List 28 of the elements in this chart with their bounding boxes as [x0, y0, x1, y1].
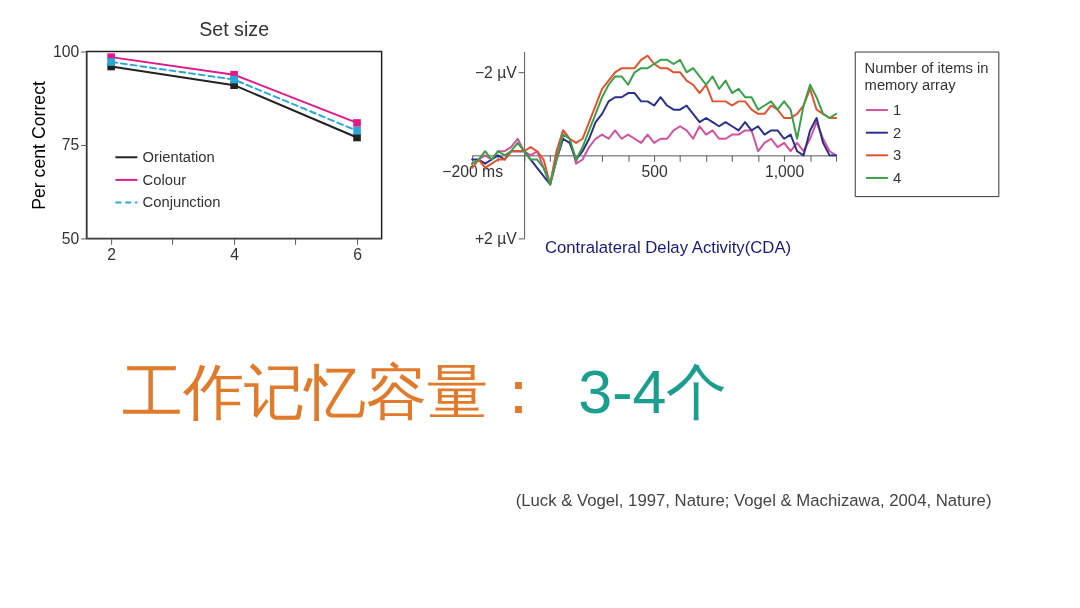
x-axis-title: Set size [199, 17, 270, 40]
x-tick-label: 6 [353, 245, 363, 263]
point [353, 119, 361, 127]
x-tick-label: 500 [641, 162, 668, 180]
legend-label: 3 [893, 147, 902, 164]
point [107, 58, 115, 66]
x-tick-label: 1,000 [764, 162, 805, 180]
point [230, 75, 238, 84]
y-axis-title: Per cent Correct [29, 81, 50, 210]
y-tick-label: −2 µV [474, 63, 518, 81]
x-tick-label: 2 [107, 245, 117, 263]
legend-label: Colour [142, 171, 187, 188]
legend-label: Conjunction [142, 194, 221, 211]
legend-label: 1 [893, 101, 902, 118]
y-tick-label: +2 µV [474, 229, 518, 247]
text: 3-4个 [578, 358, 728, 427]
y-tick-label: 75 [61, 136, 80, 154]
x-tick-label: 4 [230, 245, 240, 263]
text: 工作记忆容量： [121, 358, 549, 427]
point [353, 126, 361, 135]
y-tick-label: 50 [61, 229, 80, 247]
legend-label: Orientation [142, 149, 215, 166]
y-tick-label: 100 [52, 42, 80, 60]
annotation: Contralateral Delay Activity(CDA) [544, 238, 792, 258]
legend-label: 2 [893, 124, 902, 141]
text: (Luck & Vogel, 1997, Nature; Vogel & Machizawa, 2004, Nature) [515, 490, 992, 510]
legend-title: Number of items in memory array [864, 60, 989, 93]
x-tick-label: −200 ms [442, 162, 504, 180]
